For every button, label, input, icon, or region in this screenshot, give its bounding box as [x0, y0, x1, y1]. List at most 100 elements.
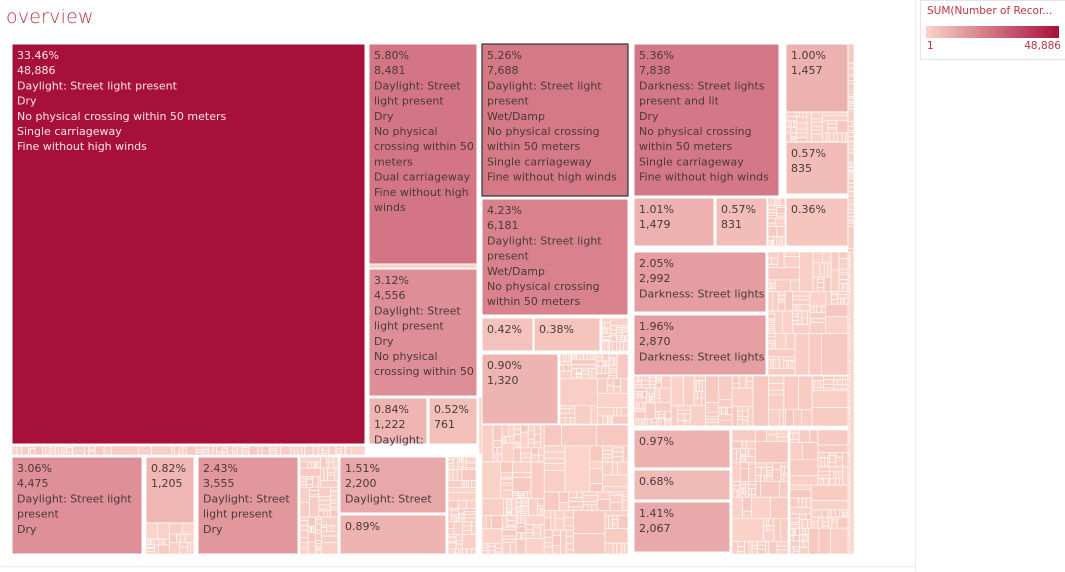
- treemap-minor-cell[interactable]: [731, 383, 740, 389]
- treemap-minor-cell[interactable]: [522, 532, 527, 540]
- treemap-minor-cell[interactable]: [158, 538, 163, 546]
- treemap-minor-cell[interactable]: [831, 519, 839, 523]
- treemap-minor-cell[interactable]: [520, 513, 530, 516]
- treemap-minor-cell[interactable]: [601, 317, 611, 323]
- treemap-minor-cell[interactable]: [841, 509, 849, 513]
- treemap-minor-cell[interactable]: [670, 405, 679, 427]
- treemap-minor-cell[interactable]: [739, 462, 749, 470]
- treemap-minor-cell[interactable]: [487, 543, 496, 547]
- treemap-minor-cell[interactable]: [145, 544, 156, 548]
- treemap-minor-cell[interactable]: [817, 380, 821, 389]
- treemap-minor-cell[interactable]: [182, 445, 187, 456]
- treemap-minor-cell[interactable]: [621, 500, 629, 511]
- treemap-minor-cell[interactable]: [153, 538, 159, 546]
- treemap-cell-c2[interactable]: [368, 43, 478, 265]
- treemap-minor-cell[interactable]: [785, 111, 797, 117]
- treemap-minor-cell[interactable]: [798, 375, 813, 411]
- treemap-minor-cell[interactable]: [528, 498, 538, 516]
- treemap-minor-cell[interactable]: [465, 463, 477, 468]
- treemap-minor-cell[interactable]: [320, 524, 327, 528]
- treemap-minor-cell[interactable]: [616, 353, 629, 380]
- treemap-minor-cell[interactable]: [601, 327, 605, 334]
- treemap-minor-cell[interactable]: [582, 495, 598, 502]
- treemap-minor-cell[interactable]: [851, 120, 855, 127]
- treemap-minor-cell[interactable]: [601, 365, 606, 374]
- treemap-minor-cell[interactable]: [779, 356, 785, 369]
- treemap-minor-cell[interactable]: [453, 456, 459, 470]
- treemap-minor-cell[interactable]: [739, 487, 743, 494]
- treemap-minor-cell[interactable]: [481, 424, 494, 463]
- treemap-minor-cell[interactable]: [820, 380, 824, 389]
- treemap-minor-cell[interactable]: [817, 474, 831, 479]
- treemap-minor-cell[interactable]: [609, 502, 623, 511]
- treemap-minor-cell[interactable]: [458, 518, 465, 523]
- treemap-minor-cell[interactable]: [320, 542, 339, 555]
- treemap-minor-cell[interactable]: [543, 424, 562, 447]
- treemap-minor-cell[interactable]: [621, 491, 629, 496]
- treemap-minor-cell[interactable]: [811, 121, 824, 128]
- treemap-minor-cell[interactable]: [792, 299, 811, 305]
- treemap-minor-cell[interactable]: [335, 445, 343, 449]
- treemap-minor-cell[interactable]: [490, 515, 503, 529]
- treemap-minor-cell[interactable]: [543, 457, 566, 464]
- treemap-minor-cell[interactable]: [55, 445, 59, 456]
- treemap-minor-cell[interactable]: [581, 369, 590, 375]
- treemap-minor-cell[interactable]: [789, 524, 800, 529]
- treemap-minor-cell[interactable]: [767, 356, 780, 361]
- treemap-minor-cell[interactable]: [565, 529, 574, 537]
- treemap-minor-cell[interactable]: [811, 390, 849, 408]
- treemap-minor-cell[interactable]: [467, 548, 472, 555]
- treemap-minor-cell[interactable]: [731, 429, 756, 442]
- treemap-minor-cell[interactable]: [789, 475, 819, 486]
- treemap-minor-cell[interactable]: [646, 387, 655, 395]
- treemap-minor-cell[interactable]: [613, 386, 621, 394]
- treemap-minor-cell[interactable]: [768, 389, 785, 396]
- treemap-minor-cell[interactable]: [520, 506, 530, 510]
- treemap-minor-cell[interactable]: [589, 483, 603, 493]
- treemap-minor-cell[interactable]: [833, 384, 849, 390]
- treemap-minor-cell[interactable]: [612, 519, 619, 524]
- treemap-minor-cell[interactable]: [838, 509, 843, 518]
- treemap-minor-cell[interactable]: [822, 132, 827, 143]
- treemap-minor-cell[interactable]: [589, 445, 603, 462]
- treemap-minor-cell[interactable]: [808, 333, 822, 376]
- treemap-minor-cell[interactable]: [463, 508, 477, 512]
- treemap-minor-cell[interactable]: [261, 445, 270, 456]
- treemap-minor-cell[interactable]: [732, 489, 738, 498]
- treemap-minor-cell[interactable]: [294, 445, 299, 456]
- treemap-minor-cell[interactable]: [527, 430, 535, 441]
- treemap-minor-cell[interactable]: [94, 445, 105, 456]
- treemap-minor-cell[interactable]: [604, 322, 611, 329]
- treemap-minor-cell[interactable]: [772, 291, 779, 312]
- treemap-minor-cell[interactable]: [595, 353, 603, 358]
- treemap-minor-cell[interactable]: [612, 445, 624, 449]
- treemap-minor-cell[interactable]: [801, 519, 808, 529]
- treemap-minor-cell[interactable]: [751, 547, 758, 555]
- treemap-minor-cell[interactable]: [169, 542, 180, 555]
- treemap-minor-cell[interactable]: [88, 451, 96, 456]
- treemap-minor-cell[interactable]: [465, 456, 477, 463]
- treemap-minor-cell[interactable]: [269, 452, 277, 456]
- treemap-minor-cell[interactable]: [21, 445, 29, 456]
- treemap-minor-cell[interactable]: [793, 551, 800, 555]
- treemap-minor-cell[interactable]: [799, 534, 803, 542]
- treemap-minor-cell[interactable]: [796, 137, 808, 143]
- treemap-minor-cell[interactable]: [783, 360, 787, 369]
- treemap-minor-cell[interactable]: [299, 525, 309, 531]
- treemap-minor-cell[interactable]: [503, 436, 507, 444]
- treemap-minor-cell[interactable]: [811, 111, 824, 120]
- treemap-minor-cell[interactable]: [322, 452, 330, 456]
- treemap-minor-cell[interactable]: [740, 448, 747, 456]
- treemap-minor-cell[interactable]: [823, 375, 834, 380]
- treemap-minor-cell[interactable]: [612, 456, 624, 463]
- treemap-minor-cell[interactable]: [776, 226, 786, 237]
- treemap-minor-cell[interactable]: [823, 478, 829, 486]
- treemap-minor-cell[interactable]: [789, 517, 800, 523]
- treemap-minor-cell[interactable]: [447, 500, 459, 509]
- treemap-minor-cell[interactable]: [736, 448, 741, 463]
- treemap-minor-cell[interactable]: [845, 132, 849, 143]
- treemap-minor-cell[interactable]: [601, 322, 605, 329]
- treemap-minor-cell[interactable]: [452, 469, 458, 481]
- treemap-minor-cell[interactable]: [757, 548, 766, 555]
- treemap-minor-cell[interactable]: [571, 363, 597, 369]
